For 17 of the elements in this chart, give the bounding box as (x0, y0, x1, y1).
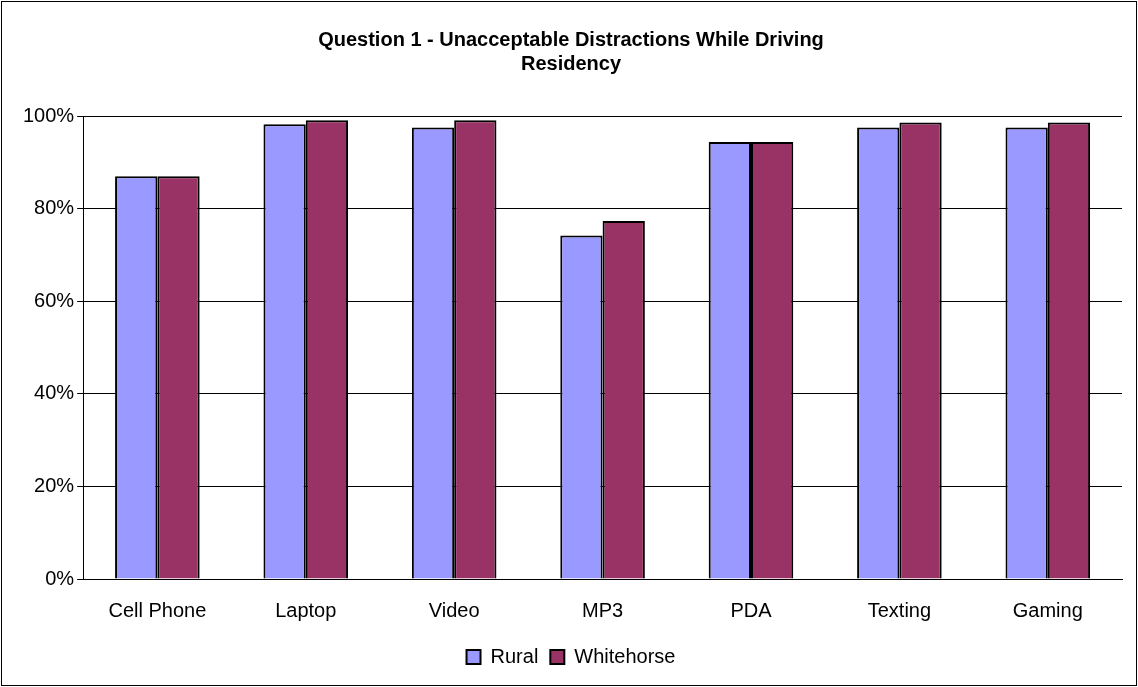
legend-label: Rural (490, 644, 539, 667)
x-tick-label: Laptop (275, 598, 337, 621)
y-tick-label: 0% (45, 566, 75, 589)
y-tick-label: 40% (34, 381, 75, 404)
legend-label: Whitehorse (574, 644, 676, 667)
x-tick-label: MP3 (582, 598, 624, 621)
y-tick-label: 60% (34, 288, 75, 311)
x-tick-label: PDA (730, 598, 773, 621)
y-tick-label: 100% (23, 103, 75, 126)
y-tick-label: 20% (34, 473, 75, 496)
text: Question 1 - Unacceptable Distractions While Driving (318, 27, 824, 50)
x-tick-label: Cell Phone (108, 598, 207, 621)
x-tick-label: Gaming (1012, 598, 1083, 621)
text: Residency (520, 51, 622, 74)
x-tick-label: Video (428, 598, 480, 621)
x-tick-label: Texting (867, 598, 932, 621)
y-tick-label: 80% (34, 196, 75, 219)
